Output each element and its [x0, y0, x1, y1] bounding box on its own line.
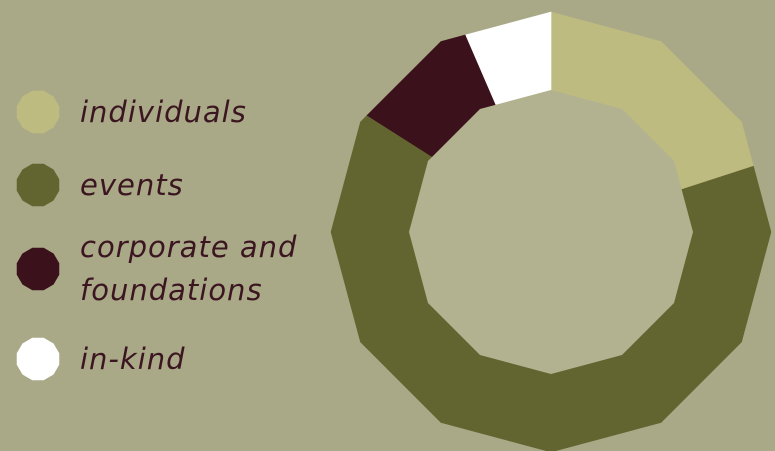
legend-swatch-in-kind	[16, 337, 60, 381]
legend-item-corporate-and-foundations: corporate and foundations	[16, 226, 297, 312]
chart-legend: individuals events corporate and foundat…	[0, 0, 330, 451]
legend-item-events: events	[16, 163, 184, 207]
legend-label-in-kind: in-kind	[80, 341, 186, 376]
legend-label-events: events	[80, 167, 184, 202]
legend-swatch-individuals	[16, 90, 60, 134]
legend-swatch-events	[16, 163, 60, 207]
legend-label-individuals: individuals	[80, 94, 247, 129]
legend-label-corporate-and-foundations: corporate and foundations	[80, 230, 298, 307]
legend-item-in-kind: in-kind	[16, 337, 186, 381]
legend-swatch-corporate-and-foundations	[16, 247, 60, 291]
legend-item-individuals: individuals	[16, 90, 247, 134]
donut-center	[409, 90, 693, 374]
